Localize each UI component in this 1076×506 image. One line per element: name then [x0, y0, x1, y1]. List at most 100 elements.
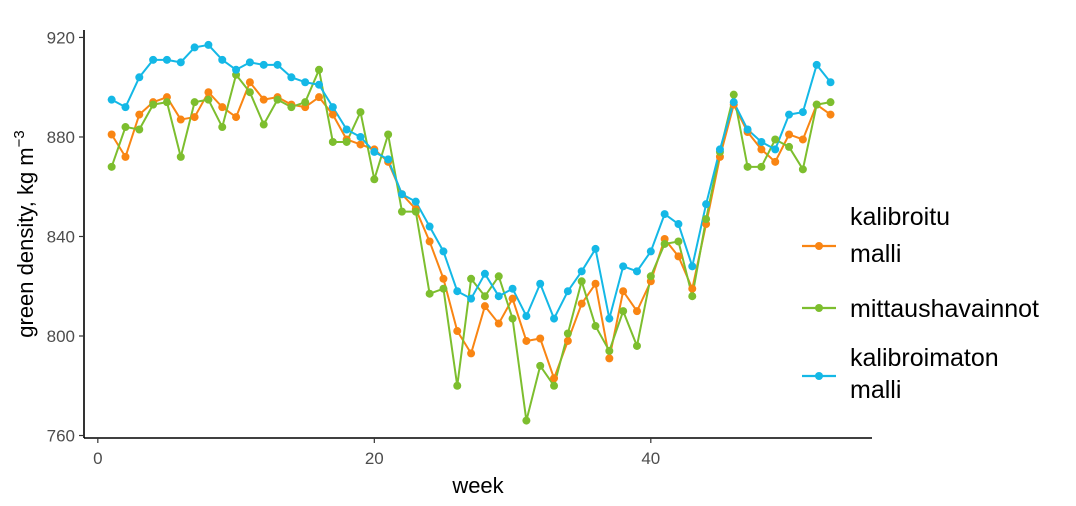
- legend-key-point: [815, 242, 823, 250]
- series-1-point: [674, 252, 683, 261]
- series-3-point: [190, 43, 199, 52]
- series-2-point: [480, 292, 489, 301]
- series-3-point: [370, 147, 379, 156]
- y-tick-label: 840: [47, 227, 75, 246]
- series-2-point: [411, 207, 420, 216]
- series-3-point: [674, 220, 683, 229]
- series-3-point: [577, 267, 586, 276]
- series-3-point: [259, 60, 268, 69]
- series-3-point: [315, 80, 324, 89]
- series-1-point: [522, 336, 531, 345]
- series-3-point: [729, 98, 738, 107]
- series-2-point: [591, 322, 600, 331]
- series-3-point: [702, 200, 711, 209]
- series-3-point: [646, 247, 655, 256]
- y-tick-label: 880: [47, 128, 75, 147]
- series-1-point: [176, 115, 185, 124]
- series-3-point: [632, 267, 641, 276]
- series-3-point: [287, 73, 296, 82]
- series-3-point: [356, 132, 365, 141]
- series-1-point: [328, 110, 337, 119]
- series-3-point: [439, 247, 448, 256]
- series-1-point: [494, 319, 503, 328]
- series-3-point: [301, 78, 310, 87]
- series-2-point: [135, 125, 144, 134]
- series-2-point: [688, 292, 697, 301]
- series-1-point: [315, 93, 324, 102]
- series-1-point: [218, 103, 227, 112]
- series-2-point: [397, 207, 406, 216]
- series-2-point: [577, 277, 586, 286]
- series-1-point: [259, 95, 268, 104]
- series-2-point: [508, 314, 517, 323]
- series-1-point: [619, 287, 628, 296]
- series-3-point: [743, 125, 752, 134]
- x-axis-title: week: [451, 473, 504, 498]
- series-1-point: [135, 110, 144, 119]
- series-2-point: [494, 272, 503, 281]
- series-1-point: [798, 135, 807, 144]
- series-2-point: [660, 239, 669, 248]
- series-2-point: [632, 341, 641, 350]
- series-3-point: [494, 292, 503, 301]
- series-3-point: [563, 287, 572, 296]
- series-2-point: [328, 137, 337, 146]
- series-1-point: [757, 145, 766, 154]
- series-1-point: [577, 299, 586, 308]
- series-3-point: [411, 197, 420, 206]
- y-axis-title-text: green density, kg m: [13, 147, 38, 337]
- x-tick-label: 20: [365, 449, 384, 468]
- series-3-point: [149, 55, 158, 64]
- series-2-point: [370, 175, 379, 184]
- series-3-point: [232, 65, 241, 74]
- series-1-point: [605, 354, 614, 363]
- series-3-point: [757, 137, 766, 146]
- series-1-point: [632, 307, 641, 316]
- series-1-point: [356, 140, 365, 149]
- series-3-point: [522, 312, 531, 321]
- series-2-point: [563, 329, 572, 338]
- series-3-point: [785, 110, 794, 119]
- series-2-point: [149, 100, 158, 109]
- series-3-point: [245, 58, 254, 67]
- y-axis-title-exponent: −3: [11, 130, 28, 147]
- x-axis: 0 20 40: [93, 438, 660, 468]
- series-1-point: [467, 349, 476, 358]
- series-3-point: [121, 103, 130, 112]
- series-1-point: [245, 78, 254, 87]
- series-1-point: [591, 279, 600, 288]
- series-3-point: [204, 40, 213, 49]
- series-line-2: [110, 68, 831, 422]
- series-2-point: [218, 123, 227, 132]
- legend-key-point: [815, 372, 823, 380]
- series-1-point: [425, 237, 434, 246]
- legend: kalibroitu malli mittaushavainnot kalibroim…: [802, 203, 1039, 404]
- series-3-point: [273, 60, 282, 69]
- series-3-point: [107, 95, 116, 104]
- series-3-point: [619, 262, 628, 271]
- series-2-point: [729, 90, 738, 99]
- series-2-point: [702, 215, 711, 224]
- series-3-point: [328, 103, 337, 112]
- series-1-point: [232, 113, 241, 122]
- series-2-point: [356, 108, 365, 117]
- series-3-point: [715, 145, 724, 154]
- series-3-point: [135, 73, 144, 82]
- series-2-point: [785, 142, 794, 151]
- series-3-point: [397, 190, 406, 199]
- y-axis-title: green density, kg m−3: [11, 130, 38, 337]
- series-3-point: [591, 244, 600, 253]
- series-2-point: [162, 98, 171, 107]
- series-1-point: [204, 88, 213, 97]
- y-tick-label: 800: [47, 327, 75, 346]
- series-2-point: [259, 120, 268, 129]
- series-3-point: [162, 55, 171, 64]
- series-1-point: [563, 336, 572, 345]
- legend-key-point: [815, 304, 823, 312]
- series-3-point: [425, 222, 434, 231]
- series-3-point: [453, 287, 462, 296]
- series-2-point: [674, 237, 683, 246]
- series-2-point: [176, 152, 185, 161]
- series-3-point: [467, 294, 476, 303]
- series-2-point: [301, 98, 310, 107]
